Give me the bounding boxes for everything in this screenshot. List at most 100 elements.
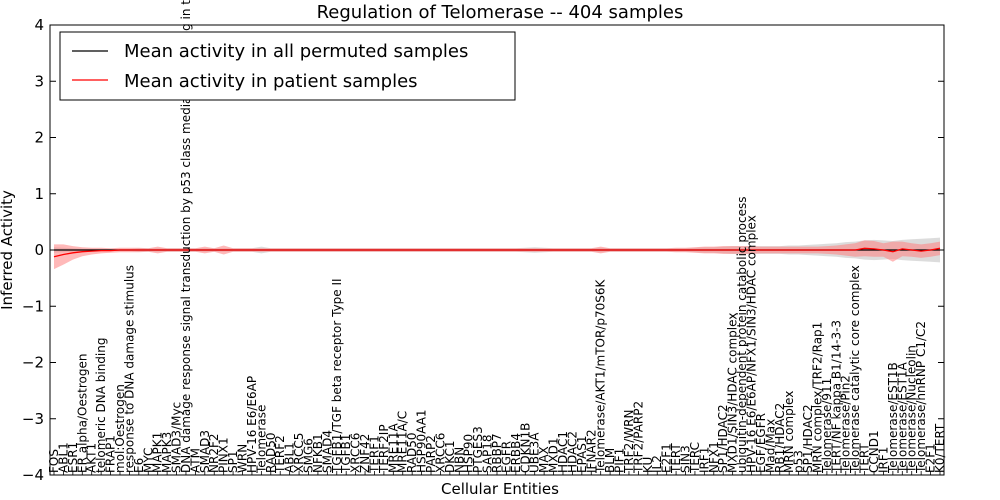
- x-tick-label: Telomerase/911: [820, 378, 834, 474]
- chart-title: Regulation of Telomerase -- 404 samples: [317, 2, 684, 23]
- x-tick-label: SMG6: [302, 438, 316, 473]
- x-tick-label: XRCC6: [349, 433, 363, 473]
- x-tick-label: SMAD4: [320, 430, 334, 473]
- x-tick-label: PINX1: [217, 437, 231, 473]
- y-axis-label: Inferred Activity: [0, 190, 16, 310]
- x-tick-label: TERT: [858, 443, 872, 474]
- x-tick-label: Telomerase/hnRNP C1/C2: [914, 321, 928, 474]
- x-tick-label: MRN complex: [782, 391, 796, 473]
- y-tick-label: −2: [22, 354, 44, 372]
- x-tick-label: SIN3: [679, 445, 693, 473]
- x-tick-label: NR2F2: [207, 434, 221, 474]
- x-tick-label: IL2: [650, 455, 664, 473]
- x-tick-label: ZNF42: [358, 434, 372, 473]
- x-tick-label: IRF1: [876, 447, 890, 473]
- legend: Mean activity in all permuted samples Me…: [59, 31, 516, 101]
- x-tick-label: TERF2IP: [377, 424, 391, 474]
- x-tick-label: SMAD3: [198, 430, 212, 473]
- x-tick-label: TRF2/PARP2: [631, 401, 645, 474]
- x-tick-label: TERF1: [368, 435, 382, 474]
- x-tick-label: NFX1: [707, 441, 721, 473]
- x-tick-label: HPV-16 E6/E6AP/NFX1/SIN3/HDAC complex: [745, 215, 759, 473]
- x-tick-label: FRAP1: [104, 435, 118, 473]
- legend-frame: [59, 31, 516, 101]
- x-tick-label: HPV-16 E6/E6AP: [245, 376, 259, 473]
- x-tick-label: MXD1: [547, 438, 561, 473]
- x-tick-label: SMAD3/Myc: [170, 402, 184, 473]
- patient-series-line: [53, 247, 941, 258]
- x-tick-label: E2F1: [924, 443, 938, 473]
- x-tick-label: CDKN1B: [518, 423, 532, 473]
- x-tick-label: Telomerase: [254, 405, 268, 474]
- x-tick-label: MRE11A: [386, 422, 400, 473]
- x-tick-label: TERF2: [273, 435, 287, 474]
- x-tick-label: NFKB1: [311, 433, 325, 473]
- y-tick-label: −1: [22, 297, 44, 315]
- x-tick-label: PTGES3: [471, 426, 485, 473]
- x-tick-label: PIF1: [613, 448, 627, 473]
- x-tick-label: ABL1: [56, 442, 70, 473]
- x-tick-label: SP1/HDAC2: [801, 404, 815, 473]
- x-tick-label: EPAS1: [575, 435, 589, 473]
- x-tick-label: BLM: [603, 448, 617, 473]
- x-tick-label: WRN: [236, 444, 250, 473]
- x-tick-label: ESR1: [66, 442, 80, 473]
- x-tick-label: ATM: [188, 448, 202, 473]
- x-tick-label: EGFR: [499, 441, 513, 473]
- x-tick-label: HSP90: [462, 434, 476, 473]
- x-tick-label: Telomerase catalytic core complex: [848, 265, 862, 474]
- x-tick-label: TGFB1: [339, 434, 353, 474]
- x-tick-label: p53: [792, 450, 806, 473]
- x-tick-label: KU: [641, 457, 655, 473]
- x-tick-label: XRCC5: [292, 433, 306, 473]
- x-tick-label: RB1/HDAC2: [773, 403, 787, 473]
- x-tick-label: RAD50: [405, 432, 419, 473]
- y-tick-label: 1: [34, 185, 44, 203]
- x-tick-label: Telomerase/EST1B: [886, 362, 900, 474]
- x-tick-label: E2F1: [660, 443, 674, 473]
- x-tick-label: SP1: [226, 451, 240, 474]
- x-tick-label: SP1/HDAC2: [716, 404, 730, 473]
- y-tick-label: 3: [34, 72, 44, 90]
- x-tick-label: XRCC6: [433, 433, 447, 473]
- legend-label-permuted: Mean activity in all permuted samples: [124, 41, 468, 62]
- x-tick-label: DNA damage response signal transduction …: [179, 0, 193, 473]
- x-axis-label: Cellular Entities: [441, 480, 559, 498]
- x-tick-label: E6: [132, 458, 146, 473]
- x-tick-label: Telomerase/AKT1/mTOR/p70S6K: [594, 278, 608, 474]
- x-tick-label: TERT/NF kappa B1/14-3-3: [829, 320, 843, 474]
- x-tick-label: HDAC2: [565, 431, 579, 473]
- y-tick-label: −4: [22, 466, 44, 484]
- x-tick-label: SAP18: [481, 434, 495, 473]
- x-tick-label: DKC1: [443, 441, 457, 473]
- y-tick-label: 4: [34, 16, 44, 34]
- x-tick-label: response to DNA damage stimulus: [122, 265, 136, 473]
- x-tick-label: telomeric DNA binding: [94, 338, 108, 474]
- x-tick-label: TERC: [688, 442, 702, 474]
- x-tick-label: ABL1: [283, 442, 297, 473]
- y-tick-label: −3: [22, 410, 44, 428]
- x-tick-label: TRF2/WRN: [622, 410, 636, 474]
- x-tick-label: AKT1: [85, 443, 99, 473]
- x-tick-label: MAPK1: [151, 432, 165, 473]
- x-tick-label: RAD50: [264, 432, 278, 473]
- x-tick-label: TGFB1/TGF beta receptor Type II: [330, 278, 344, 474]
- x-tick-label: MRN complex/TRF2/Rap1: [811, 322, 825, 473]
- legend-label-patient: Mean activity in patient samples: [124, 71, 418, 92]
- x-tick-label: HDAC1: [556, 431, 570, 473]
- x-tick-label: MYC: [141, 448, 155, 473]
- x-tick-label: Telomerase/Nucleolin: [905, 345, 919, 474]
- patient-band: [54, 240, 940, 270]
- x-tick-label: CCND1: [867, 430, 881, 473]
- x-tick-label: ERBB4: [509, 433, 523, 473]
- x-tick-label: Mad/Max: [763, 419, 777, 473]
- x-tick-label: ER alpha/Oestrogen: [75, 354, 89, 473]
- y-tick-label: 2: [34, 129, 44, 147]
- x-tick-label: MRE11A/C: [396, 411, 410, 473]
- x-tick-label: Telomerase/EST1A: [895, 361, 909, 474]
- x-tick-label: HSP90AA1: [415, 409, 429, 473]
- x-tick-label: mol:Oestrogen: [113, 384, 127, 473]
- x-tick-label: EGF/EGFR: [754, 413, 768, 473]
- x-tick-label: UBE3A: [528, 432, 542, 473]
